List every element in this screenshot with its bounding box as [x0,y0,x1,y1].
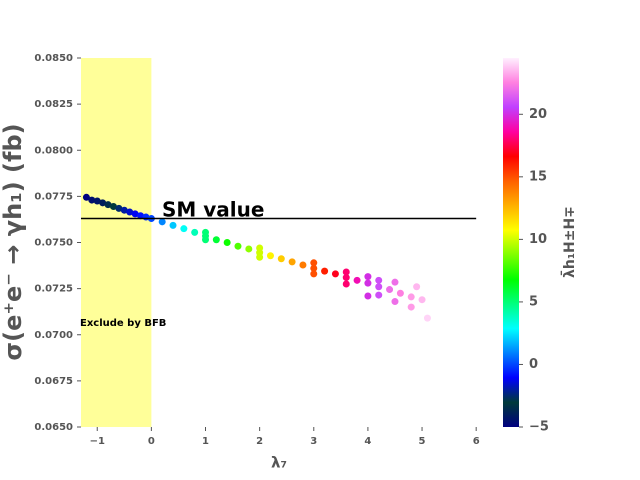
point [407,293,415,301]
colorbar-tick-label: 0 [529,357,538,372]
point [310,264,318,272]
y-tick-label: 0.0650 [34,422,73,433]
point [386,286,394,294]
x-tick-label: −1 [90,436,105,447]
y-tick-label: 0.0800 [34,145,73,156]
exclude-annotation: Exclude by BFB [80,318,166,329]
colorbar [503,58,519,427]
point [364,273,372,281]
point [310,270,318,278]
colorbar-tick-label: 15 [529,169,547,184]
y-tick-label: 0.0775 [34,191,73,202]
y-tick-label: 0.0750 [34,238,73,249]
point [277,255,285,263]
point [396,289,404,297]
point [131,210,139,218]
point [407,303,415,311]
point [364,279,372,287]
point [202,228,210,236]
point [191,228,199,236]
point [245,245,253,253]
point [158,218,166,226]
point [88,196,96,204]
y-tick-label: 0.0675 [34,376,73,387]
point [288,258,296,266]
x-tick-label: 4 [364,436,371,447]
point [137,212,145,220]
point [104,201,112,209]
point [299,261,307,269]
point [266,252,274,260]
point [82,193,90,201]
point [391,278,399,286]
point [212,236,220,244]
point [310,259,318,267]
point [234,242,242,250]
x-tick-label: 3 [310,436,317,447]
point [375,291,383,299]
point [223,239,231,246]
point [375,276,383,284]
point [342,268,350,276]
point [109,203,117,211]
point [353,276,361,284]
point [331,270,339,278]
x-tick-label: 5 [419,436,426,447]
point [375,283,383,291]
x-tick-label: 1 [202,436,209,447]
y-tick-label: 0.0850 [34,53,73,64]
point [93,197,101,205]
x-tick-label: 6 [473,436,480,447]
sm-annotation: SM value [162,198,264,222]
point [202,236,210,244]
point [115,204,123,212]
point [120,206,128,214]
point [391,298,399,306]
colorbar-tick-label: 5 [529,294,538,309]
exclude-region [81,58,152,427]
point [126,208,134,216]
colorbar-tick-label: 10 [529,232,547,247]
point [256,253,264,261]
point [418,296,426,304]
point [342,274,350,282]
x-tick-label: 2 [256,436,263,447]
x-tick-label: 0 [148,436,155,447]
colorbar-tick-label: −5 [529,420,549,435]
point [180,225,188,233]
colorbar-tick-label: 20 [529,107,547,122]
point [364,292,372,300]
colorbar-label: λ̄h₁H±H∓ [559,206,578,278]
point [99,199,107,207]
plot-area [81,58,431,427]
y-axis-label: σ(e⁺e⁻ → γh₁) (fb) [0,123,27,360]
y-tick-label: 0.0825 [34,99,73,110]
point [423,314,431,322]
x-axis-label: λ₇ [271,454,287,472]
point [342,280,350,288]
point [256,244,264,252]
point [413,283,421,291]
y-tick-label: 0.0700 [34,330,73,341]
y-tick-label: 0.0725 [34,284,73,295]
point [321,267,329,275]
point [169,221,177,229]
